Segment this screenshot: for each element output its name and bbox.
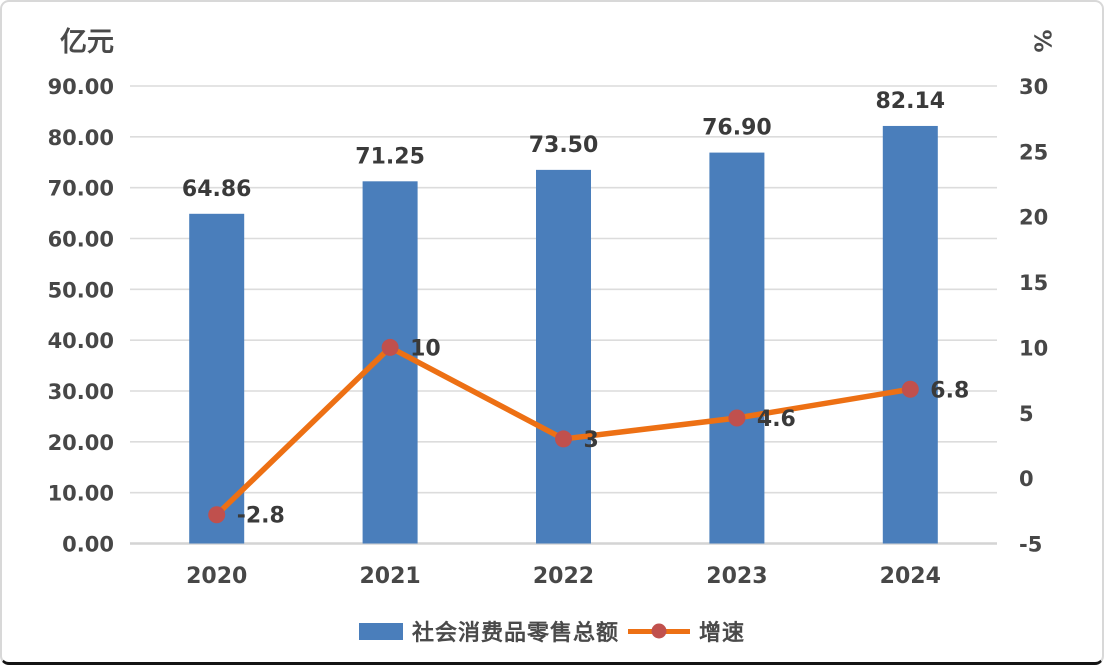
line-value-label: 10 xyxy=(410,336,441,361)
line-marker-2021 xyxy=(381,338,399,356)
right-axis-tick-label: 30 xyxy=(1019,75,1048,99)
bar-series-legend-label: 社会消费品零售总额 xyxy=(411,621,619,646)
x-axis-label-2020: 2020 xyxy=(186,564,247,589)
left-axis-tick-label: 40.00 xyxy=(48,329,114,353)
x-axis-label-2021: 2021 xyxy=(359,564,420,589)
bar-2020 xyxy=(189,213,245,544)
line-series-swatch xyxy=(628,623,690,639)
left-axis-tick-label: 80.00 xyxy=(48,126,114,150)
bar-value-label: 76.90 xyxy=(702,116,772,141)
left-axis-tick-label: 20.00 xyxy=(48,431,114,455)
line-value-label: 3 xyxy=(584,428,599,453)
legend-item-line-series: 增速 xyxy=(628,615,745,647)
line-series-legend-label: 增速 xyxy=(699,621,746,646)
line-value-label: 6.8 xyxy=(930,378,969,403)
left-axis-tick-label: 10.00 xyxy=(48,482,114,506)
line-marker-2023 xyxy=(728,409,746,427)
plot-area: 0.00 10.00 20.00 30.00 40.00 50.00 60.00 70.00 8… xyxy=(48,75,1049,589)
line-marker-dot xyxy=(651,623,667,639)
left-axis-tick-label: 90.00 xyxy=(48,75,114,99)
x-axis-label-2022: 2022 xyxy=(533,564,594,589)
right-axis-tick-label: 25 xyxy=(1019,140,1048,164)
left-axis-tick-label: 0.00 xyxy=(62,533,114,557)
x-axis-label-2023: 2023 xyxy=(706,564,767,589)
left-axis-tick-label: 30.00 xyxy=(48,380,114,404)
bar-2023 xyxy=(709,152,765,544)
right-axis-tick-label: 0 xyxy=(1019,467,1034,491)
bar-value-label: 71.25 xyxy=(355,144,425,169)
right-axis-tick-label: 5 xyxy=(1019,402,1034,426)
bar-value-label: 73.50 xyxy=(529,133,599,158)
bar-2024 xyxy=(882,125,938,544)
line-marker-2020 xyxy=(208,506,226,524)
left-axis-tick-label: 70.00 xyxy=(48,177,114,201)
left-axis-tick-label: 50.00 xyxy=(48,278,114,302)
right-axis-tick-label: -5 xyxy=(1019,533,1042,557)
x-axis-label-2024: 2024 xyxy=(880,564,941,589)
left-axis-tick-label: 60.00 xyxy=(48,228,114,252)
line-value-label: 4.6 xyxy=(757,407,796,432)
line-marker-2024 xyxy=(901,380,919,398)
legend: 社会消费品零售总额 增速 xyxy=(2,612,1102,650)
line-value-label: -2.8 xyxy=(237,504,285,529)
right-axis-tick-label: 10 xyxy=(1019,336,1048,360)
legend-item-bar-series: 社会消费品零售总额 xyxy=(358,615,619,647)
bar-value-label: 64.86 xyxy=(182,177,252,202)
bar-series-swatch xyxy=(358,622,403,640)
line-marker-2022 xyxy=(555,430,572,448)
bar-value-label: 82.14 xyxy=(876,89,946,114)
right-axis-tick-label: 15 xyxy=(1019,271,1048,295)
right-axis-tick-label: 20 xyxy=(1019,206,1048,230)
bar-2022 xyxy=(536,169,591,544)
left-axis-title: 亿元 xyxy=(60,27,114,58)
